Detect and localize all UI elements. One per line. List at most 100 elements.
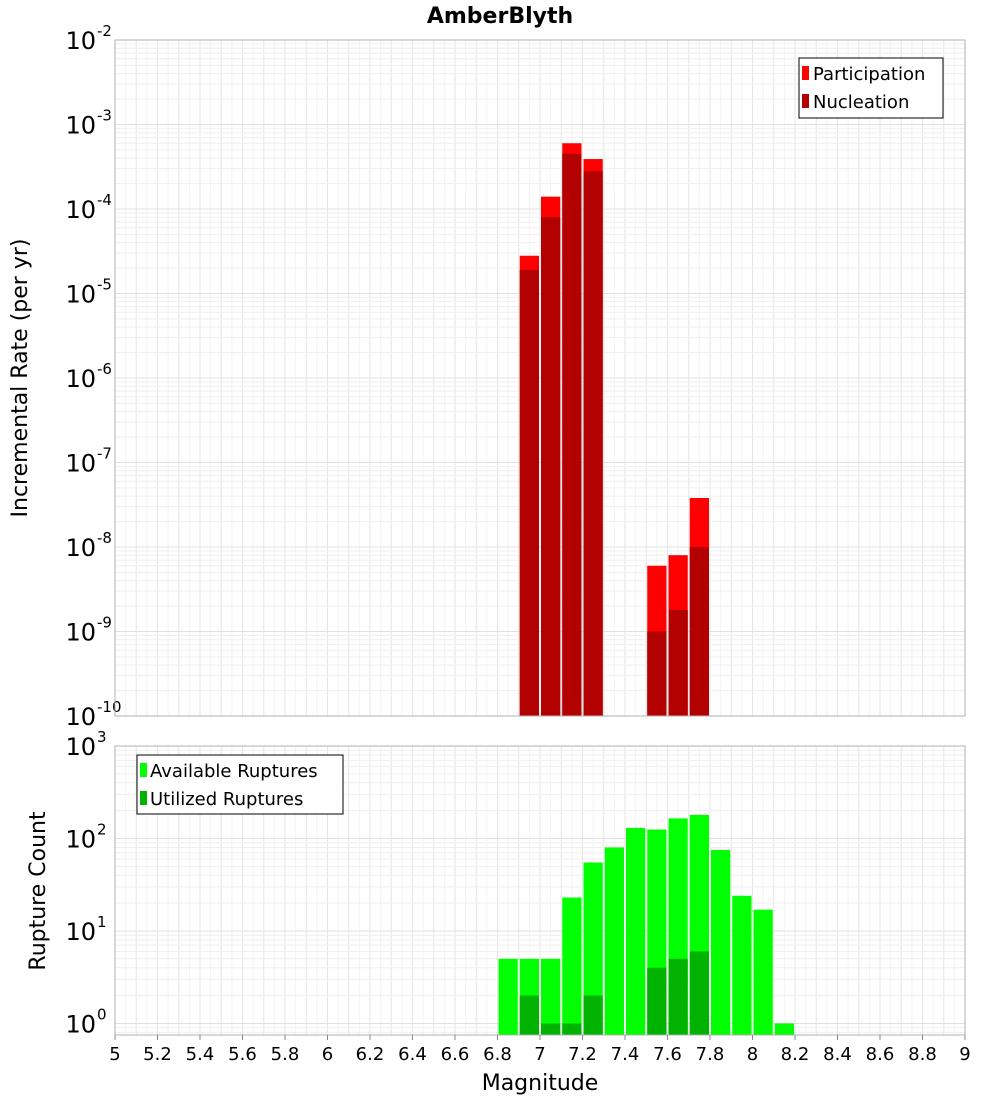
x-tick-label: 5.4: [186, 1044, 215, 1065]
bottom-legend-box: [136, 754, 344, 815]
bar-available-ruptures: [732, 895, 752, 1035]
y-tick-base: 10: [65, 703, 96, 731]
bar-nucleation: [647, 631, 667, 716]
bottom-bars: [498, 814, 794, 1035]
top-y-ticks: 10-210-310-410-510-610-710-810-910-10: [65, 22, 121, 731]
y-tick-label: 10 -9: [65, 614, 112, 647]
bar-available-ruptures: [711, 850, 731, 1035]
top-legend: Participation Nucleation: [798, 57, 944, 119]
y-tick-label: 10 -2: [65, 22, 112, 55]
y-tick-exponent: 1: [97, 913, 107, 931]
y-tick-base: 10: [65, 1010, 96, 1038]
y-tick-base: 10: [65, 825, 96, 853]
x-tick-label: 7.4: [611, 1044, 640, 1065]
bar-available-ruptures: [498, 958, 518, 1035]
y-tick-base: 10: [65, 196, 96, 224]
y-tick-label: 10 -6: [65, 360, 112, 393]
y-tick-label: 10 -3: [65, 107, 112, 140]
y-tick-base: 10: [65, 281, 96, 309]
x-tick-label: 8.4: [823, 1044, 852, 1065]
x-ticks: 5 5.2 5.4 5.6 5.8 6 6.2 6.4 6.6 6.8 7 7.2 7.4 7.6 7.8 8…: [109, 1035, 971, 1065]
y-tick-label: 10 -7: [65, 445, 112, 478]
bar-utilized-ruptures: [668, 958, 688, 1035]
x-tick-label: 8.6: [866, 1044, 895, 1065]
bottom-grid: [115, 745, 965, 1035]
y-tick-exponent: 0: [97, 1005, 107, 1023]
legend-label-utilized: Utilized Ruptures: [150, 789, 303, 810]
y-tick-label: 10 -8: [65, 529, 112, 562]
y-tick-exponent: -9: [97, 614, 112, 632]
y-tick-label: 10 2: [65, 820, 106, 853]
bar-available-ruptures: [626, 827, 646, 1035]
x-tick-label: 7.6: [653, 1044, 682, 1065]
bottom-y-axis-label: Rupture Count: [26, 811, 51, 971]
bar-available-ruptures: [774, 1023, 794, 1035]
top-grid: [115, 39, 965, 717]
y-tick-base: 10: [65, 450, 96, 478]
y-tick-exponent: -2: [97, 22, 112, 40]
y-tick-base: 10: [65, 27, 96, 55]
bar-nucleation: [689, 547, 709, 716]
y-tick-exponent: -10: [97, 698, 122, 716]
bar-utilized-ruptures: [647, 967, 667, 1035]
y-tick-exponent: -4: [97, 191, 112, 209]
top-y-axis-label: Incremental Rate (per yr): [8, 239, 33, 518]
legend-label-nucleation: Nucleation: [813, 92, 909, 113]
bar-nucleation: [583, 171, 603, 716]
bar-nucleation: [541, 217, 561, 716]
bottom-legend: Available Ruptures Utilized Ruptures: [136, 754, 344, 815]
legend-swatch-available: [140, 763, 147, 777]
bar-available-ruptures: [562, 897, 582, 1035]
bar-utilized-ruptures: [541, 1023, 561, 1035]
x-tick-label: 9: [959, 1044, 970, 1065]
bar-available-ruptures: [604, 847, 624, 1035]
bar-available-ruptures: [753, 909, 773, 1035]
top-bars: [519, 143, 709, 717]
top-legend-box: [798, 57, 944, 119]
x-tick-label: 6.4: [398, 1044, 427, 1065]
y-tick-exponent: -8: [97, 529, 112, 547]
x-tick-label: 8: [747, 1044, 758, 1065]
y-tick-label: 10 3: [65, 728, 106, 761]
x-tick-label: 6: [322, 1044, 333, 1065]
y-tick-label: 10 1: [65, 913, 106, 946]
bar-nucleation: [562, 153, 582, 717]
legend-swatch-utilized: [140, 791, 147, 805]
y-tick-exponent: -3: [97, 107, 112, 125]
x-tick-label: 5.6: [228, 1044, 257, 1065]
x-tick-label: 7.8: [696, 1044, 725, 1065]
bar-utilized-ruptures: [562, 1023, 582, 1035]
y-tick-exponent: -5: [97, 276, 112, 294]
y-tick-base: 10: [65, 365, 96, 393]
y-tick-exponent: 3: [97, 728, 107, 746]
bar-nucleation: [519, 269, 539, 716]
y-tick-exponent: 2: [97, 820, 107, 838]
bar-utilized-ruptures: [583, 995, 603, 1035]
chart-title: AmberBlyth: [427, 4, 573, 29]
x-axis-label: Magnitude: [482, 1071, 599, 1096]
y-tick-label: 10 0: [65, 1005, 106, 1038]
top-plot: 10-210-310-410-510-610-710-810-910-10 Pa…: [8, 22, 966, 731]
x-tick-label: 8.8: [908, 1044, 937, 1065]
y-tick-exponent: -6: [97, 360, 112, 378]
x-tick-label: 8.2: [781, 1044, 810, 1065]
y-tick-base: 10: [65, 918, 96, 946]
x-tick-label: 5.2: [143, 1044, 172, 1065]
y-tick-label: 10 -4: [65, 191, 112, 224]
y-tick-base: 10: [65, 112, 96, 140]
y-tick-exponent: -7: [97, 445, 112, 463]
x-tick-label: 6.2: [356, 1044, 385, 1065]
legend-label-participation: Participation: [813, 64, 925, 85]
y-tick-label: 10 -5: [65, 276, 112, 309]
x-tick-label: 7: [534, 1044, 545, 1065]
y-tick-base: 10: [65, 534, 96, 562]
x-tick-label: 5.8: [271, 1044, 300, 1065]
x-tick-label: 6.8: [483, 1044, 512, 1065]
bar-available-ruptures: [541, 958, 561, 1035]
legend-swatch-nucleation: [802, 94, 809, 108]
bar-utilized-ruptures: [689, 951, 709, 1035]
top-plot-border: [114, 39, 966, 717]
